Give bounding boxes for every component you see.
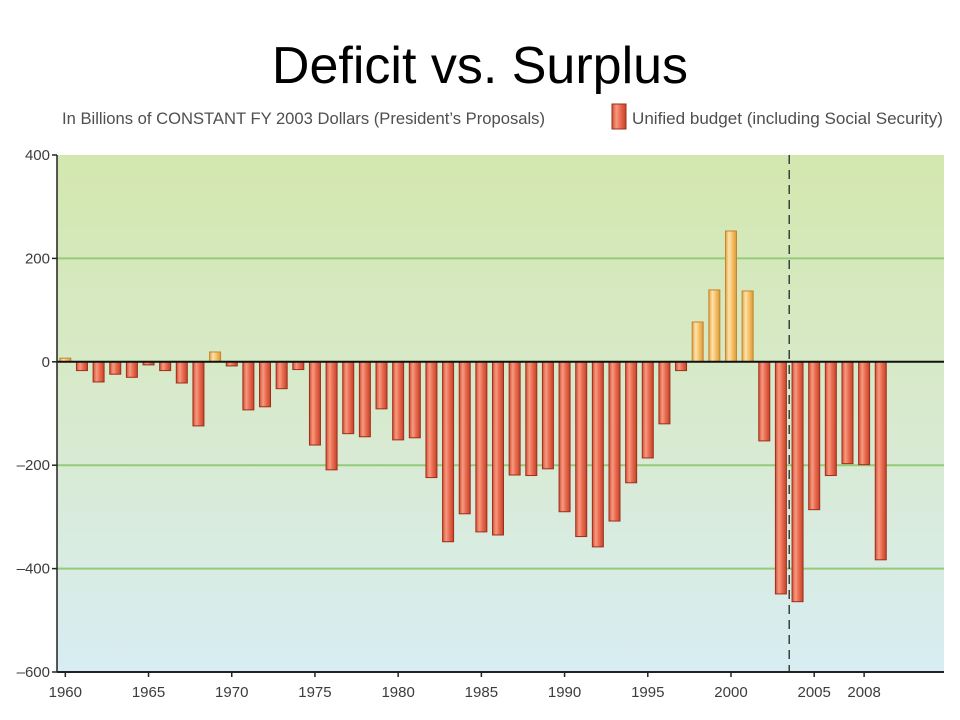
chart-subtitle: In Billions of CONSTANT FY 2003 Dollars …	[62, 109, 545, 128]
deficit-bar-1962	[92, 361, 105, 383]
x-axis-ticks: 1960 1965 1970 1975 1980 1985 1990 1995 2000 2005…	[49, 672, 881, 701]
deficit-bar-1976	[325, 361, 338, 471]
x-tick-label: 1970	[215, 684, 248, 701]
x-tick-label: 2005	[798, 684, 831, 701]
deficit-bar-1974	[292, 361, 305, 371]
deficit-bar-1963	[109, 361, 122, 375]
deficit-bar-1975	[308, 361, 321, 446]
deficit-bar-1996	[658, 361, 671, 425]
deficit-bar-1961	[75, 361, 88, 372]
surplus-bar-2001	[741, 290, 754, 363]
deficit-bar-1995	[641, 361, 654, 459]
deficit-bar-1966	[159, 361, 172, 372]
deficit-bar-2007	[841, 361, 854, 465]
deficit-bar-1967	[175, 361, 188, 384]
deficit-bar-2004	[791, 361, 804, 603]
surplus-bar-1998	[691, 321, 704, 363]
bars	[59, 230, 887, 603]
deficit-bar-1987	[508, 361, 521, 476]
legend-swatch	[611, 103, 627, 130]
deficit-bar-1992	[591, 361, 604, 548]
reference-lines	[57, 155, 944, 672]
deficit-bar-1988	[525, 361, 538, 477]
x-tick-label: 1985	[465, 684, 498, 701]
deficit-bar-2006	[824, 361, 837, 477]
chart-title: Deficit vs. Surplus	[272, 37, 688, 95]
deficit-bar-1973	[275, 361, 288, 390]
x-tick-label: 1975	[298, 684, 331, 701]
x-tick-label: 2000	[714, 684, 747, 701]
y-tick-label: –200	[17, 457, 50, 474]
deficit-bar-1971	[242, 361, 255, 411]
surplus-bar-1999	[708, 289, 721, 363]
deficit-bar-1985	[475, 361, 488, 533]
x-tick-label: 2008	[847, 684, 880, 701]
deficit-bar-2002	[758, 361, 771, 442]
deficit-bar-2005	[808, 361, 821, 511]
deficit-bar-2003	[774, 361, 787, 595]
deficit-bar-1984	[458, 361, 471, 515]
deficit-bar-1983	[442, 361, 455, 543]
deficit-bar-1977	[342, 361, 355, 435]
legend: Unified budget (including Social Securit…	[611, 103, 943, 130]
deficit-bar-1964	[125, 361, 138, 378]
y-tick-label: –600	[17, 664, 50, 681]
deficit-bar-1991	[575, 361, 588, 538]
deficit-bar-1982	[425, 361, 438, 479]
deficit-bar-1980	[392, 361, 405, 441]
deficit-bar-1986	[492, 361, 504, 536]
deficit-bar-1990	[558, 361, 571, 513]
x-tick-label: 1995	[631, 684, 664, 701]
surplus-bar-1969	[209, 351, 222, 363]
deficit-bar-2008	[858, 361, 871, 466]
y-tick-label: 200	[25, 250, 50, 267]
surplus-bar-2000	[724, 230, 737, 363]
deficit-bar-1981	[408, 361, 421, 439]
y-tick-label: 400	[25, 147, 50, 164]
y-tick-label: 0	[42, 354, 50, 371]
y-axis-ticks: 400 200 0 –200 –400 –600	[17, 147, 57, 681]
deficit-bar-1978	[358, 361, 371, 438]
x-tick-label: 1965	[132, 684, 165, 701]
deficit-bar-1997	[675, 361, 688, 372]
deficit-bar-1989	[541, 361, 554, 470]
deficit-bar-1968	[192, 361, 205, 427]
x-tick-label: 1980	[381, 684, 414, 701]
deficit-bar-1972	[259, 361, 272, 408]
legend-label: Unified budget (including Social Securit…	[632, 109, 943, 128]
deficit-bar-1994	[625, 361, 638, 484]
y-tick-label: –400	[17, 561, 50, 578]
deficit-bar-1979	[375, 361, 388, 410]
deficit-bar-2009	[874, 361, 887, 561]
x-tick-label: 1960	[49, 684, 82, 701]
x-tick-label: 1990	[548, 684, 581, 701]
deficit-bar-1993	[608, 361, 621, 522]
